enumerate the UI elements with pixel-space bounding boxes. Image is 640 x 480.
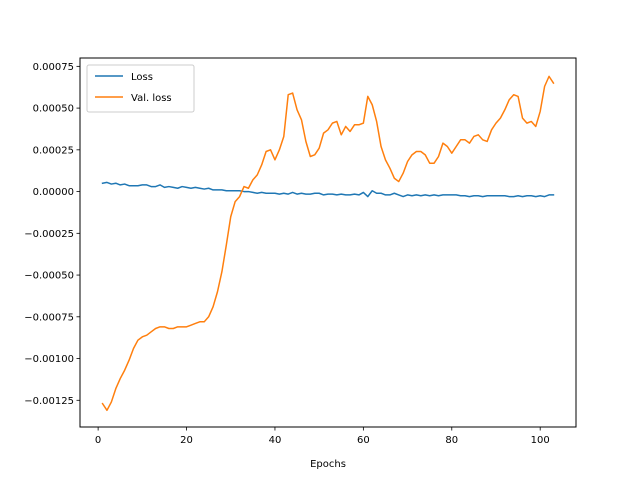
x-axis-label: Epochs xyxy=(310,459,346,470)
plot-frame xyxy=(79,57,577,428)
x-tick-label: 20 xyxy=(180,435,193,446)
y-tick-label: −0.00125 xyxy=(24,396,74,407)
x-axis: 0 20 40 60 80 100 xyxy=(95,427,550,446)
x-tick-label: 100 xyxy=(531,435,550,446)
legend: Loss Val. loss xyxy=(86,64,195,113)
y-tick-label: 0.00050 xyxy=(33,104,74,115)
x-tick-label: 80 xyxy=(445,435,458,446)
x-tick-label: 0 xyxy=(95,435,101,446)
legend-label-loss: Loss xyxy=(131,72,153,83)
x-tick-label: 60 xyxy=(357,435,370,446)
plot-area xyxy=(80,58,576,427)
y-tick-label: −0.00025 xyxy=(24,229,74,240)
y-tick-label: −0.00050 xyxy=(24,271,74,282)
y-tick-label: 0.00025 xyxy=(33,145,74,156)
y-tick-label: −0.00100 xyxy=(24,354,74,365)
legend-label-val-loss: Val. loss xyxy=(131,93,172,104)
y-tick-label: −0.00075 xyxy=(24,312,74,323)
series-layer xyxy=(101,75,555,412)
y-tick-label: 0.00075 xyxy=(33,62,74,73)
x-tick-label: 40 xyxy=(269,435,282,446)
y-axis: −0.00125 −0.00100 −0.00075 −0.00050 −0.00025… xyxy=(24,62,80,407)
series-line-val-loss xyxy=(101,75,555,412)
series-line-loss xyxy=(101,181,555,198)
y-tick-label: 0.00000 xyxy=(33,187,74,198)
